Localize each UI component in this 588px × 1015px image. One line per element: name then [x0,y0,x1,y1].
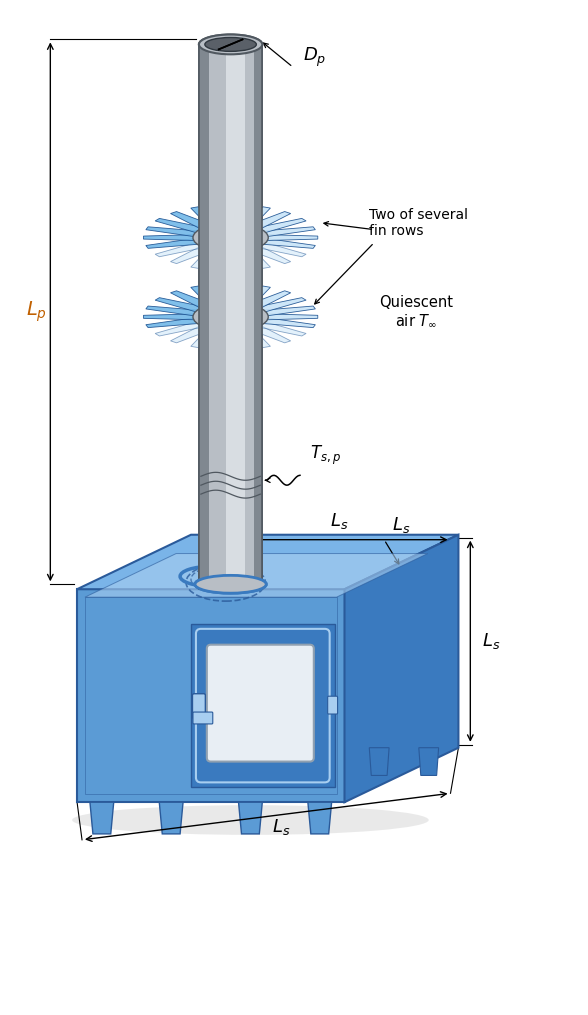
Polygon shape [146,239,201,249]
Ellipse shape [205,38,256,52]
Polygon shape [247,211,290,229]
Polygon shape [260,226,315,236]
Polygon shape [369,748,389,775]
Polygon shape [214,205,233,225]
Polygon shape [264,314,318,320]
FancyBboxPatch shape [193,713,213,724]
Polygon shape [146,226,201,236]
Ellipse shape [199,35,262,55]
Polygon shape [260,239,315,249]
Polygon shape [214,250,233,271]
Text: $T_{s,p}$: $T_{s,p}$ [310,444,341,467]
Polygon shape [143,234,197,241]
FancyBboxPatch shape [328,696,338,714]
Ellipse shape [72,805,429,835]
Polygon shape [214,329,233,350]
Polygon shape [247,246,290,264]
Polygon shape [171,291,215,310]
Ellipse shape [195,576,266,593]
Polygon shape [214,284,233,304]
Polygon shape [90,802,113,834]
Text: $L_s$: $L_s$ [272,817,290,837]
FancyBboxPatch shape [207,645,314,761]
Polygon shape [260,307,315,316]
Polygon shape [345,535,459,802]
Ellipse shape [195,576,266,593]
Polygon shape [171,325,215,343]
Polygon shape [255,47,262,590]
Polygon shape [155,242,206,257]
Polygon shape [255,218,306,233]
Polygon shape [209,47,226,590]
Polygon shape [228,329,247,350]
Text: Two of several
fin rows: Two of several fin rows [369,208,468,239]
Text: $L_s$: $L_s$ [482,630,500,651]
Polygon shape [260,318,315,328]
Polygon shape [228,284,247,304]
Polygon shape [255,321,306,336]
Polygon shape [77,535,459,590]
Polygon shape [255,242,306,257]
Polygon shape [155,321,206,336]
Polygon shape [226,47,245,590]
Polygon shape [191,248,224,268]
Polygon shape [247,291,290,310]
Polygon shape [238,207,270,227]
Text: $D_p$: $D_p$ [303,46,326,69]
Polygon shape [245,47,255,590]
Polygon shape [171,246,215,264]
Text: $L_s$: $L_s$ [330,511,349,531]
Polygon shape [308,802,332,834]
Ellipse shape [193,223,268,252]
Polygon shape [419,748,439,775]
Polygon shape [238,327,270,347]
Polygon shape [155,218,206,233]
Polygon shape [143,314,197,320]
Polygon shape [191,327,224,347]
Polygon shape [238,248,270,268]
Polygon shape [85,553,427,597]
Polygon shape [247,325,290,343]
Ellipse shape [193,302,268,331]
FancyBboxPatch shape [192,693,205,719]
Polygon shape [146,318,201,328]
Ellipse shape [199,35,262,55]
Polygon shape [171,211,215,229]
Polygon shape [255,297,306,313]
Polygon shape [146,307,201,316]
Polygon shape [191,207,224,227]
Text: Quiescent
air $T_\infty$: Quiescent air $T_\infty$ [379,294,453,329]
Polygon shape [239,802,262,834]
Polygon shape [211,649,310,757]
Ellipse shape [205,38,256,52]
Polygon shape [77,590,345,802]
Polygon shape [228,205,247,225]
Polygon shape [199,47,209,590]
Polygon shape [199,47,209,590]
Polygon shape [159,802,183,834]
Polygon shape [155,297,206,313]
Polygon shape [209,47,226,590]
Polygon shape [264,234,318,241]
Text: $L_p$: $L_p$ [26,299,47,324]
Polygon shape [228,250,247,271]
Polygon shape [191,286,224,307]
Polygon shape [238,286,270,307]
Polygon shape [191,624,335,788]
Text: $L_s$: $L_s$ [392,515,410,535]
Polygon shape [226,47,245,590]
Polygon shape [245,47,255,590]
Polygon shape [255,47,262,590]
